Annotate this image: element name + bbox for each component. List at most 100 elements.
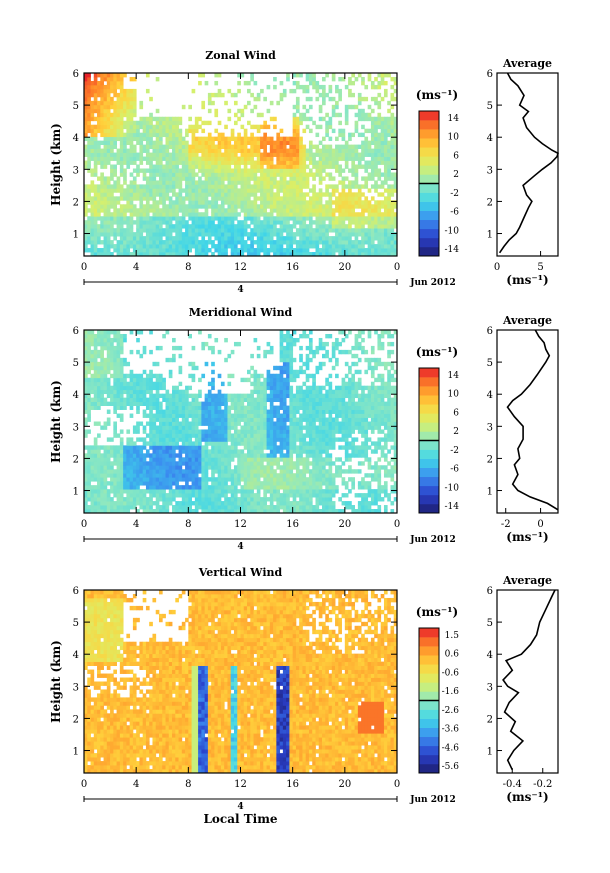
- heatmap-cell: [204, 196, 209, 201]
- heatmap-cell: [142, 212, 147, 217]
- heatmap-cell: [305, 212, 310, 217]
- heatmap-cell: [387, 144, 391, 149]
- heatmap-cell: [292, 168, 297, 173]
- heatmap-cell: [295, 116, 300, 122]
- heatmap-cell: [97, 385, 101, 391]
- heatmap-cell: [188, 172, 192, 177]
- heatmap-cell: [370, 84, 375, 90]
- heatmap-cell: [220, 393, 225, 399]
- heatmap-cell: [116, 160, 121, 165]
- heatmap-cell: [367, 164, 372, 169]
- heatmap-cell: [149, 228, 153, 233]
- heatmap-cell: [204, 453, 209, 458]
- heatmap-cell: [201, 489, 206, 494]
- heatmap-cell: [152, 228, 157, 233]
- heatmap-cell: [224, 188, 228, 193]
- heatmap-cell: [328, 220, 333, 225]
- heatmap-cell: [110, 365, 114, 371]
- heatmap-cell: [162, 421, 166, 426]
- heatmap-cell: [158, 120, 163, 126]
- heatmap-cell: [158, 509, 163, 514]
- heatmap-cell: [211, 152, 215, 157]
- heatmap-cell: [149, 493, 153, 498]
- heatmap-cell: [87, 164, 91, 169]
- heatmap-cell: [201, 192, 206, 197]
- heatmap-cell: [374, 208, 378, 213]
- heatmap-cell: [357, 204, 362, 209]
- heatmap-cell: [155, 212, 160, 217]
- colorbar-tick-label: 6: [453, 151, 459, 161]
- heatmap-cell: [136, 220, 140, 225]
- heatmap-cell: [87, 73, 91, 78]
- heatmap-cell: [110, 76, 114, 82]
- heatmap-cell: [318, 188, 323, 193]
- heatmap-cell: [227, 433, 232, 438]
- heatmap-cell: [97, 481, 101, 486]
- heatmap-cell: [211, 200, 215, 205]
- heatmap-cell: [90, 224, 95, 229]
- heatmap-cell: [172, 397, 176, 403]
- heatmap-cell: [217, 481, 222, 486]
- heatmap-cell: [308, 144, 313, 149]
- heatmap-cell: [227, 501, 232, 506]
- colorbar-swatch: [419, 111, 439, 121]
- heatmap-cell: [100, 457, 104, 462]
- heatmap-cell: [351, 92, 356, 98]
- heatmap-cell: [162, 409, 166, 414]
- heatmap-cell: [198, 457, 202, 462]
- heatmap-cell: [84, 200, 88, 205]
- heatmap-cell: [217, 397, 222, 403]
- heatmap-cell: [84, 365, 88, 371]
- heatmap-cell: [361, 108, 365, 114]
- heatmap-cell: [103, 144, 108, 149]
- heatmap-cell: [247, 148, 251, 153]
- heatmap-cell: [191, 188, 196, 193]
- heatmap-cell: [243, 244, 248, 249]
- heatmap-cell: [247, 505, 251, 510]
- heatmap-cell: [181, 401, 186, 406]
- heatmap-cell: [106, 212, 111, 217]
- heatmap-cell: [97, 216, 101, 221]
- heatmap-cell: [168, 116, 173, 122]
- heatmap-cell: [90, 180, 95, 185]
- heatmap-cell: [93, 365, 98, 371]
- heatmap-cell: [84, 208, 88, 213]
- heatmap-cell: [266, 228, 271, 233]
- heatmap-cell: [165, 497, 170, 502]
- heatmap-cell: [119, 469, 124, 474]
- heatmap-cell: [338, 128, 342, 134]
- heatmap-cell: [217, 92, 222, 98]
- heatmap-cell: [84, 429, 88, 434]
- heatmap-cell: [331, 108, 336, 114]
- heatmap-cell: [106, 116, 111, 122]
- heatmap-cell: [201, 228, 206, 233]
- heatmap-cell: [230, 421, 235, 426]
- heatmap-cell: [142, 453, 147, 458]
- heatmap-cell: [302, 152, 307, 157]
- heatmap-cell: [214, 188, 219, 193]
- heatmap-cell: [106, 409, 111, 414]
- heatmap-cell: [172, 188, 176, 193]
- heatmap-cell: [370, 228, 375, 233]
- heatmap-cell: [142, 385, 147, 391]
- heatmap-cell: [247, 425, 251, 430]
- heatmap-cell: [240, 156, 245, 161]
- heatmap-cell: [220, 192, 225, 197]
- heatmap-cell: [175, 180, 179, 185]
- heatmap-cell: [344, 228, 349, 233]
- x-tick-label: 4: [133, 262, 139, 273]
- heatmap-cell: [119, 76, 124, 82]
- heatmap-cell: [230, 509, 235, 514]
- heatmap-cell: [387, 232, 391, 237]
- heatmap-cell: [145, 136, 150, 142]
- heatmap-cell: [136, 437, 140, 442]
- heatmap-cell: [129, 473, 134, 478]
- heatmap-cell: [185, 184, 189, 189]
- heatmap-cell: [211, 473, 215, 478]
- heatmap-cell: [335, 156, 339, 161]
- heatmap-cell: [132, 212, 137, 217]
- heatmap-cell: [123, 108, 127, 114]
- heatmap-cell: [393, 252, 398, 257]
- heatmap-cell: [158, 152, 163, 157]
- heatmap-cell: [185, 485, 189, 490]
